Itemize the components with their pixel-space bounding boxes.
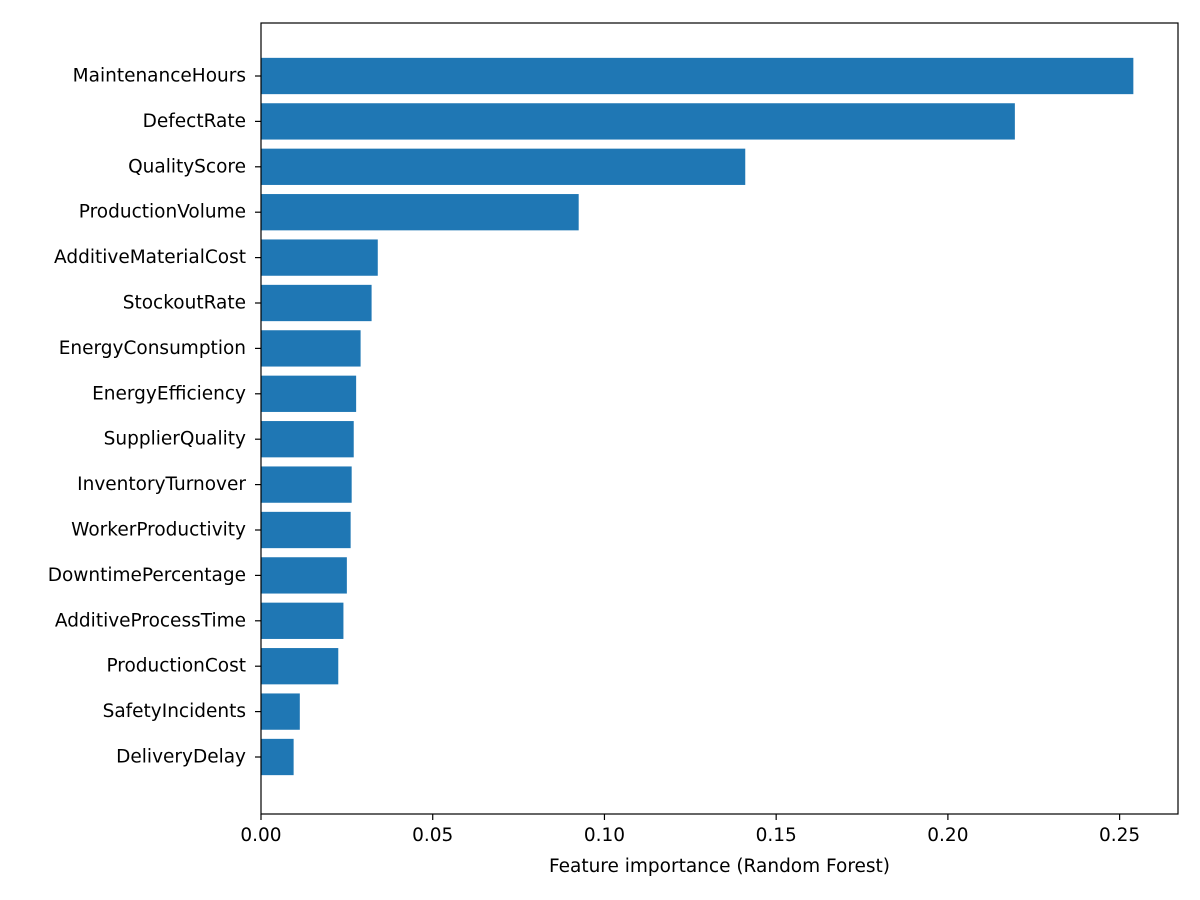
- y-axis-ticks: MaintenanceHours DefectRate QualityScore Pr…: [48, 66, 261, 768]
- bar-EnergyEfficiency: [261, 375, 357, 412]
- bars-group: [261, 57, 1134, 776]
- x-axis-ticks: 0.00 0.05 0.10 0.15 0.20 0.25: [240, 814, 1140, 846]
- y-tick-label: EnergyConsumption: [59, 338, 246, 359]
- bar-SafetyIncidents: [261, 693, 300, 730]
- x-tick-label: 0.05: [412, 825, 453, 846]
- bar-EnergyConsumption: [261, 330, 361, 367]
- y-tick-label: WorkerProductivity: [71, 520, 246, 541]
- y-tick-label: MaintenanceHours: [73, 66, 246, 87]
- y-tick-label: SupplierQuality: [104, 429, 246, 450]
- bar-SupplierQuality: [261, 421, 354, 458]
- y-tick-label: DowntimePercentage: [48, 565, 246, 586]
- bar-StockoutRate: [261, 284, 372, 322]
- y-tick-label: EnergyEfficiency: [92, 383, 246, 404]
- y-tick-label: AdditiveMaterialCost: [54, 247, 246, 268]
- plot-frame: [260, 22, 1179, 815]
- bar-DowntimePercentage: [261, 557, 347, 594]
- x-tick-label: 0.10: [584, 825, 625, 846]
- y-tick-label: SafetyIncidents: [103, 701, 246, 722]
- bar-ProductionVolume: [261, 194, 579, 231]
- y-tick-label: InventoryTurnover: [77, 474, 246, 495]
- y-tick-label: ProductionCost: [106, 656, 246, 677]
- y-tick-label: DefectRate: [143, 111, 246, 132]
- bar-AdditiveProcessTime: [261, 602, 344, 639]
- bar-DefectRate: [261, 103, 1015, 140]
- x-tick-label: 0.20: [927, 825, 968, 846]
- x-tick-label: 0.25: [1099, 825, 1140, 846]
- bar-WorkerProductivity: [261, 511, 351, 549]
- bar-DeliveryDelay: [261, 738, 294, 776]
- y-tick-label: AdditiveProcessTime: [55, 610, 246, 631]
- y-tick-label: ProductionVolume: [79, 202, 246, 223]
- x-tick-label: 0.00: [240, 825, 281, 846]
- bar-ProductionCost: [261, 648, 339, 685]
- x-axis-label: Feature importance (Random Forest): [549, 856, 890, 877]
- bar-AdditiveMaterialCost: [261, 239, 378, 276]
- x-tick-label: 0.15: [756, 825, 797, 846]
- y-tick-label: DeliveryDelay: [116, 747, 246, 768]
- y-tick-label: QualityScore: [128, 156, 246, 177]
- bar-QualityScore: [261, 148, 746, 185]
- y-tick-label: StockoutRate: [123, 293, 246, 314]
- bar-InventoryTurnover: [261, 466, 352, 503]
- bar-MaintenanceHours: [261, 57, 1134, 95]
